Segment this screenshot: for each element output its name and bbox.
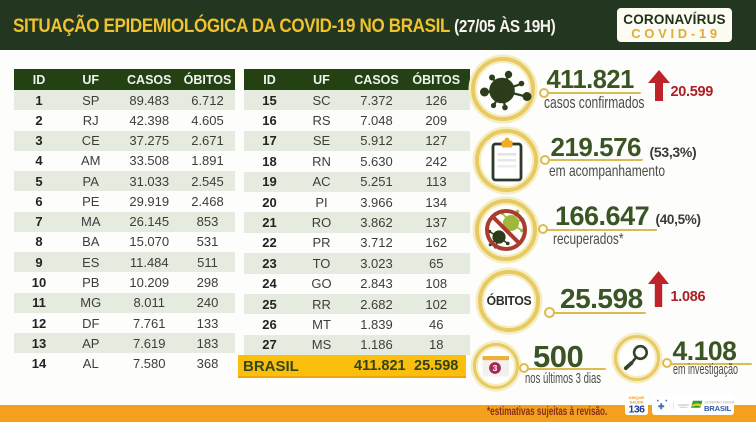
svg-text:BRASIL: BRASIL: [704, 404, 732, 413]
svg-text:136: 136: [628, 404, 645, 415]
svg-text:SAÚDE: SAÚDE: [629, 400, 643, 405]
svg-text:GOVERNO FEDERAL: GOVERNO FEDERAL: [705, 401, 735, 405]
svg-text:3: 3: [493, 363, 498, 373]
svg-text:DISQUE: DISQUE: [629, 395, 645, 400]
